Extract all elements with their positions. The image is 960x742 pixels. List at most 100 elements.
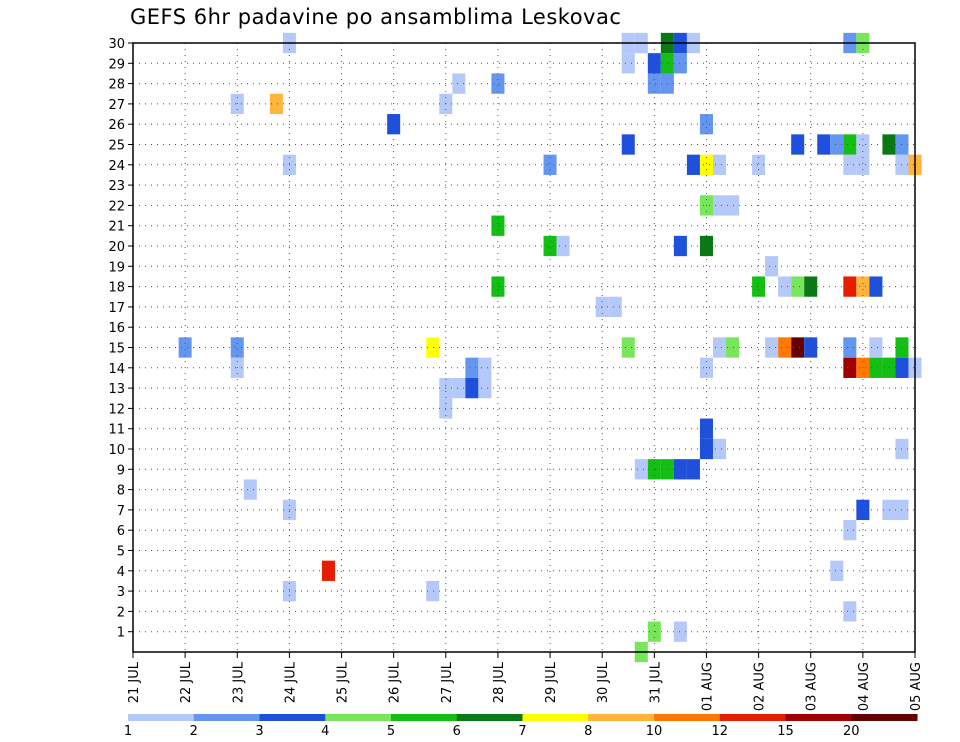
y-tick-label: 1: [117, 626, 125, 641]
precip-cell: [752, 154, 766, 175]
precip-cell: [686, 154, 700, 175]
y-tick-label: 23: [108, 179, 125, 194]
x-tick-label: 05 AUG: [909, 662, 924, 711]
precip-cell: [321, 560, 336, 581]
precip-cell: [556, 235, 570, 257]
cells-layer: [178, 32, 922, 663]
precip-cell: [243, 479, 257, 500]
precip-cell: [791, 337, 805, 358]
precip-cell: [778, 276, 792, 297]
precip-cell: [491, 73, 505, 94]
colorbar-label: 7: [518, 724, 526, 739]
y-tick-label: 4: [117, 565, 125, 580]
x-tick-label: 27 JUL: [440, 661, 455, 703]
x-tick-label: 26 JUL: [388, 661, 403, 703]
precip-cell: [452, 73, 466, 94]
colorbar-segment: [325, 714, 392, 721]
y-tick-label: 7: [117, 504, 125, 519]
colorbar-label: 20: [843, 724, 860, 739]
precip-cell: [621, 337, 635, 358]
y-tick-label: 22: [108, 199, 125, 214]
colorbar-segment: [259, 714, 326, 721]
precip-cell: [478, 377, 492, 399]
y-tick-label: 24: [108, 159, 125, 174]
colorbar-label: 10: [646, 724, 663, 739]
precip-cell: [673, 53, 687, 74]
y-tick-label: 25: [108, 139, 125, 154]
precip-cell: [712, 154, 727, 175]
precip-cell: [830, 134, 844, 155]
x-tick-label: 28 JUL: [492, 661, 507, 703]
y-tick-label: 19: [108, 260, 125, 275]
precip-cell: [621, 134, 635, 155]
y-tick-label: 9: [117, 463, 125, 478]
precip-cell: [673, 459, 687, 480]
colorbar-segment: [719, 714, 786, 721]
precip-cell: [699, 438, 713, 460]
y-tick-label: 20: [108, 240, 125, 255]
colorbar-segment: [522, 714, 589, 721]
y-tick-label: 17: [108, 301, 125, 316]
precip-cell: [882, 134, 896, 155]
precip-cell: [673, 235, 687, 257]
x-tick-label: 24 JUL: [283, 661, 298, 703]
colorbar-segment: [456, 714, 523, 721]
x-tick-label: 31 JUL: [648, 661, 663, 703]
precip-cell: [647, 73, 661, 94]
precip-cell: [856, 134, 870, 155]
y-tick-label: 18: [108, 281, 125, 296]
y-tick-label: 6: [117, 524, 125, 539]
precip-cell: [856, 499, 870, 521]
colorbar-label: 2: [190, 724, 198, 739]
colorbar-label: 6: [453, 724, 461, 739]
precip-cell: [269, 93, 283, 115]
precip-cell: [387, 114, 401, 135]
precip-cell: [647, 53, 661, 74]
y-tick-label: 29: [108, 57, 125, 72]
precip-cell: [843, 337, 857, 358]
precip-cell: [882, 357, 896, 378]
colorbar-label: 1: [124, 724, 132, 739]
x-tick-label: 29 JUL: [544, 661, 559, 703]
precip-cell: [595, 296, 609, 318]
y-tick-label: 16: [108, 321, 125, 336]
colorbar-segment: [588, 714, 655, 721]
precip-cell: [426, 337, 440, 358]
x-tick-label: 21 JUL: [127, 661, 142, 703]
precip-cell: [491, 276, 505, 297]
precip-cell: [608, 296, 622, 318]
colorbar-label: 15: [777, 724, 794, 739]
x-tick-label: 04 AUG: [857, 662, 872, 711]
y-tick-label: 14: [108, 362, 125, 377]
precip-cell: [856, 154, 870, 175]
precip-cell: [673, 621, 687, 642]
precip-cell: [426, 580, 440, 602]
precip-cell: [752, 276, 766, 297]
x-axis: 21 JUL 22 JUL 23 JUL 24 JUL 25 JUL 26 JUL 27 J…: [127, 652, 924, 711]
precip-cell: [491, 215, 505, 236]
precip-cell: [882, 499, 896, 521]
x-tick-label: 03 AUG: [805, 662, 820, 711]
colorbar-legend: 1 2 3 4 5 6 7 8 10 12 15 20: [124, 714, 918, 739]
y-tick-label: 26: [108, 118, 125, 133]
precip-cell: [843, 601, 857, 622]
y-tick-label: 11: [108, 423, 125, 438]
precip-cell: [230, 337, 244, 358]
y-tick-label: 28: [108, 78, 125, 93]
colorbar-segment: [391, 714, 458, 721]
y-tick-label: 5: [117, 545, 125, 560]
precip-cell: [791, 276, 805, 297]
x-tick-label: 01 AUG: [701, 662, 716, 711]
colorbar-label: 3: [255, 724, 263, 739]
y-tick-label: 12: [108, 402, 125, 417]
precip-cell: [765, 256, 779, 277]
precip-cell: [686, 459, 700, 480]
precip-cell: [699, 114, 713, 135]
y-tick-label: 27: [108, 98, 125, 113]
x-tick-label: 30 JUL: [596, 661, 611, 703]
colorbar-segment: [128, 714, 195, 721]
precip-cell: [726, 195, 740, 216]
precip-cell: [843, 357, 857, 378]
precip-cell: [712, 337, 727, 358]
